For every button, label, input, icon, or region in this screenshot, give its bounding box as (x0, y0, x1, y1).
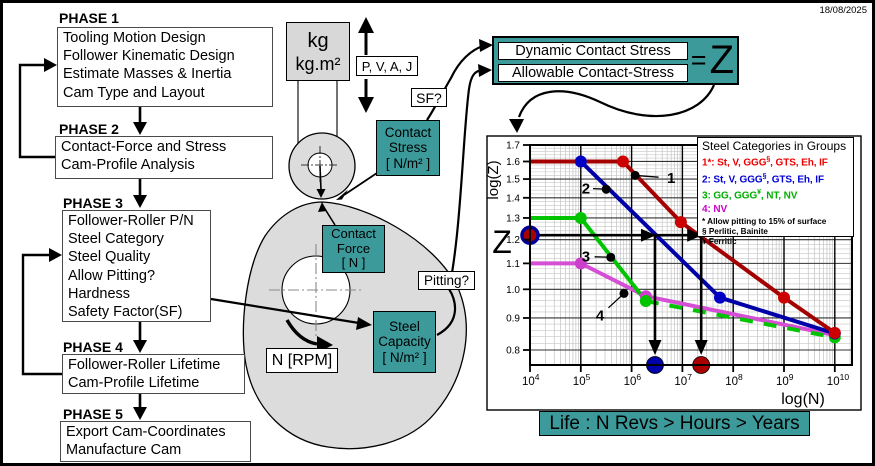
pitting-label: Pitting? (418, 271, 475, 290)
ratio-denominator: Allowable Contact-Stress (498, 64, 688, 82)
phase2-item: Cam-Profile Analysis (61, 157, 195, 174)
contact-force-line: Force (336, 240, 371, 256)
equals-z: = Z (691, 38, 734, 83)
phase1-title: PHASE 1 (59, 10, 119, 26)
svg-text:0.8: 0.8 (506, 345, 520, 356)
contact-force-line: Contact (331, 226, 376, 242)
legend-footnote: § Perlitic, Bainite (702, 226, 768, 236)
ratio-numerator: Dynamic Contact Stress (498, 42, 688, 60)
chart-legend: Steel Categories in Groups 1*: St, V, GG… (697, 137, 854, 246)
phase1-item: Estimate Masses & Inertia (63, 66, 232, 83)
phase5-box: Export Cam-Coordinates Manufacture Cam (60, 421, 251, 462)
z-axis-symbol: Z (492, 224, 512, 260)
phase5-item: Manufacture Cam (66, 442, 182, 459)
svg-text:1.5: 1.5 (506, 175, 520, 186)
steel-capacity-line: Steel (389, 318, 420, 334)
steel-capacity-box: Steel Capacity [ N/m² ] (373, 311, 436, 373)
legend-entry: 1*: St, V, GGG§, GTS, Eh, IF (702, 156, 828, 169)
contact-stress-unit: [ N/m² ] (385, 155, 431, 171)
phase3-item: Hardness (68, 285, 131, 302)
contact-stress-line: Contact (384, 124, 432, 140)
phase3-item: Steel Quality (68, 249, 151, 266)
pvaj-double-arrow (358, 17, 374, 113)
steel-capacity-line: Capacity (378, 334, 431, 350)
phase3-item: Steel Category (68, 231, 164, 248)
z-ratio-box: Dynamic Contact Stress Allowable Contact… (492, 36, 739, 85)
phase3-box: Follower-Roller P/N Steel Category Steel… (62, 210, 211, 322)
curve-tag-3: 3 (582, 249, 590, 266)
pvaj-label: P, V, A, J (356, 56, 418, 76)
phase4-item: Cam-Profile Lifetime (68, 375, 200, 392)
phase-flow-arrows (133, 107, 147, 420)
legend-entry: 2: St, V, GGG§, GTS, Eh, IF (702, 172, 824, 186)
capacity-to-ratio-curve (436, 64, 492, 336)
z-symbol: Z (709, 38, 734, 82)
legend-entries: 1*: St, V, GGG§, GTS, Eh, IF 2: St, V, GG… (702, 153, 849, 217)
phase3-item: Safety Factor(SF) (68, 304, 183, 321)
legend-footnote: ¥ Ferritic (702, 236, 737, 246)
steel-capacity-unit: [ N/m² ] (382, 349, 427, 365)
svg-text:1.0: 1.0 (506, 285, 520, 296)
svg-text:1.6: 1.6 (506, 157, 520, 168)
phase5-item: Export Cam-Coordinates (66, 424, 226, 440)
cam-centerlines (269, 244, 363, 336)
legend-title: Steel Categories in Groups (702, 139, 847, 153)
svg-text:1.4: 1.4 (506, 193, 520, 204)
curve-tag-2: 2 (582, 180, 590, 197)
legend-entry: 3: GG, GGG¥, NT, NV (702, 189, 798, 202)
svg-text:1.7: 1.7 (506, 141, 520, 152)
svg-text:1.3: 1.3 (506, 213, 520, 224)
life-banner: Life : N Revs > Hours > Years (539, 411, 810, 436)
date-stamp: 18/08/2025 (819, 5, 867, 16)
phase3-title: PHASE 3 (63, 195, 123, 211)
contact-force-unit: [ N ] (341, 255, 366, 271)
phase2-item: Contact-Force and Stress (61, 139, 227, 155)
x-axis-label: log(N) (781, 391, 825, 408)
mass-inertia-box: kg kg.m² (286, 22, 350, 81)
phase3-item: Follower-Roller P/N (68, 213, 194, 229)
legend-footnote: * Allow pitting to 15% of surface (702, 216, 827, 226)
phase4-item: Follower-Roller Lifetime (68, 357, 221, 373)
curve-tag-1: 1 (667, 170, 675, 187)
phase1-box: Tooling Motion Design Follower Kinematic… (57, 27, 273, 107)
curve-tag-4: 4 (596, 308, 605, 325)
phase5-title: PHASE 5 (63, 406, 123, 422)
inertia-label: kg.m² (295, 53, 341, 74)
feedback-arrows (18, 58, 62, 376)
contact-stress-box: Contact Stress [ N/m² ] (376, 120, 440, 176)
phase2-title: PHASE 2 (59, 121, 119, 137)
svg-text:1.2: 1.2 (506, 235, 520, 246)
phase2-box: Contact-Force and Stress Cam-Profile Ana… (55, 136, 273, 179)
stress-to-ratio-curve (426, 39, 493, 121)
legend-entry: 4: NV (702, 204, 728, 216)
contact-stress-line: Stress (388, 140, 428, 156)
equals-sign: = (690, 45, 707, 75)
contact-point-arrows (316, 165, 378, 226)
y-axis-label: log(Z) (485, 160, 502, 199)
phase3-to-capacity-arrow (210, 297, 372, 330)
svg-text:0.9: 0.9 (506, 313, 520, 324)
phase1-item: Tooling Motion Design (63, 30, 206, 46)
sf-label: SF? (411, 88, 447, 107)
phase4-box: Follower-Roller Lifetime Cam-Profile Lif… (62, 354, 245, 394)
phase4-title: PHASE 4 (63, 339, 123, 355)
mass-label: kg (307, 29, 329, 52)
phase1-item: Follower Kinematic Design (63, 48, 235, 65)
legend-footnotes: * Allow pitting to 15% of surface § Perli… (702, 217, 849, 247)
contact-force-box: Contact Force [ N ] (322, 225, 385, 273)
phase1-item: Cam Type and Layout (63, 84, 205, 101)
rpm-label: N [RPM] (266, 348, 338, 373)
svg-text:1.1: 1.1 (506, 259, 520, 270)
phase3-item: Allow Pitting? (68, 267, 156, 284)
z-to-chart-curve (509, 84, 716, 133)
